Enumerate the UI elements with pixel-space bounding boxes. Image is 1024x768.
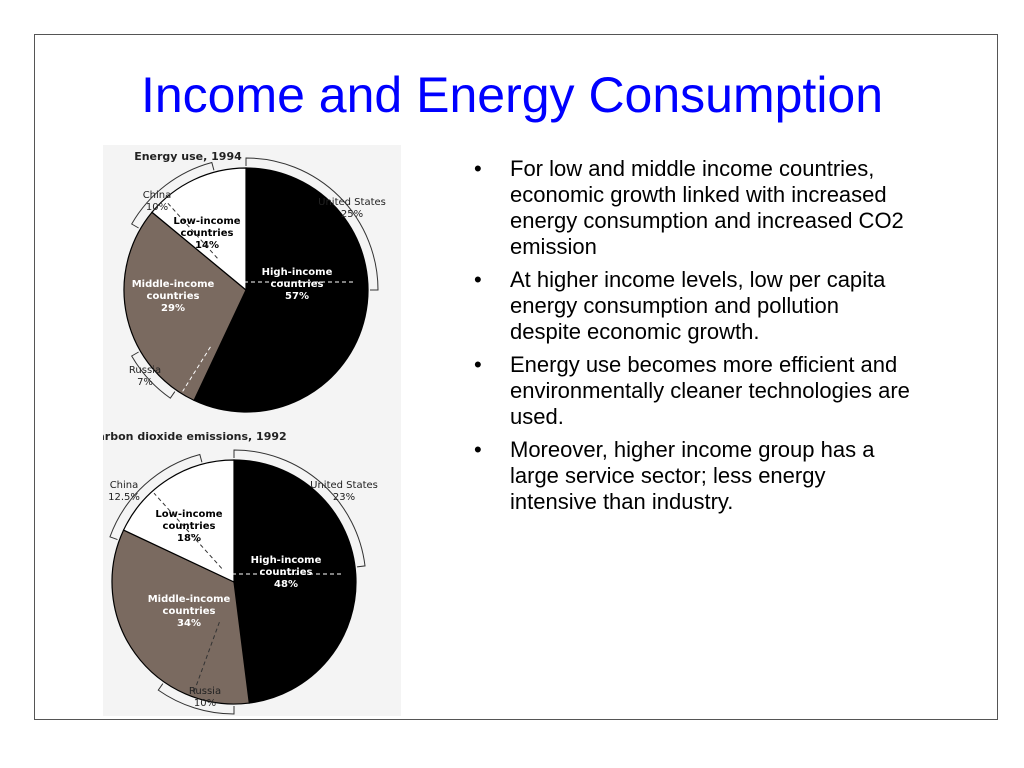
callout-value: 25% bbox=[341, 209, 363, 220]
callout-label: United States bbox=[318, 197, 386, 208]
callout-bracket bbox=[233, 449, 366, 568]
pie-slice-middle-income-countries bbox=[123, 211, 247, 402]
slice-label: countries bbox=[271, 279, 324, 290]
divider-dash bbox=[153, 492, 223, 569]
slice-value-label: 14% bbox=[195, 240, 219, 251]
bullet-item: Energy use becomes more efficient and en… bbox=[470, 352, 910, 430]
energy-use-pie-chart: Energy use, 1994High-incomecountries57%M… bbox=[123, 150, 386, 413]
callout-value: 12.5% bbox=[108, 492, 140, 503]
slice-label: Low-income bbox=[155, 509, 222, 520]
callout-bracket bbox=[131, 161, 215, 229]
slice-label: countries bbox=[163, 606, 216, 617]
pie-slice-high-income-countries bbox=[193, 167, 369, 413]
callout-bracket bbox=[157, 683, 235, 715]
slice-value-label: 18% bbox=[177, 533, 201, 544]
chart-title: Energy use, 1994 bbox=[134, 150, 242, 163]
callout-label: China bbox=[143, 190, 172, 201]
callout-label: Russia bbox=[189, 686, 221, 697]
slice-label: countries bbox=[163, 521, 216, 532]
callout-bracket bbox=[245, 157, 379, 291]
slice-label: Middle-income bbox=[148, 594, 231, 605]
callout-value: 10% bbox=[194, 698, 216, 709]
callout-value: 7% bbox=[137, 377, 153, 388]
pie-slice-low-income-countries bbox=[151, 167, 247, 292]
bullet-text: Moreover, higher income group has a larg… bbox=[510, 437, 875, 514]
chart-title: Carbon dioxide emissions, 1992 bbox=[103, 430, 287, 443]
callout-bracket bbox=[131, 351, 176, 399]
slice-label: High-income bbox=[262, 267, 333, 278]
bullet-list: For low and middle income countries, eco… bbox=[470, 156, 910, 522]
bullet-text: For low and middle income countries, eco… bbox=[510, 156, 904, 259]
slide-frame bbox=[34, 34, 998, 720]
bullet-item: Moreover, higher income group has a larg… bbox=[470, 437, 910, 515]
callout-label: China bbox=[110, 480, 139, 491]
bullet-text: Energy use becomes more efficient and en… bbox=[510, 352, 910, 429]
co2-emissions-pie-chart: Carbon dioxide emissions, 1992 High-incom… bbox=[103, 430, 378, 715]
pie-slice-high-income-countries bbox=[233, 459, 357, 704]
divider-dash bbox=[165, 200, 218, 259]
bullet-text: At higher income levels, low per capita … bbox=[510, 267, 886, 344]
slice-label: Low-income bbox=[173, 216, 240, 227]
bullet-item: For low and middle income countries, eco… bbox=[470, 156, 910, 260]
bullet-item: At higher income levels, low per capita … bbox=[470, 267, 910, 345]
slice-label: countries bbox=[260, 567, 313, 578]
callout-value: 23% bbox=[333, 492, 355, 503]
divider-dash bbox=[192, 621, 220, 695]
callout-label: United States bbox=[310, 480, 378, 491]
divider-dash bbox=[182, 346, 211, 392]
callout-label: Russia bbox=[129, 365, 161, 376]
slice-label: countries bbox=[147, 291, 200, 302]
slice-label: countries bbox=[181, 228, 234, 239]
slice-value-label: 48% bbox=[274, 579, 298, 590]
slice-label: Middle-income bbox=[132, 279, 215, 290]
slice-label: High-income bbox=[251, 555, 322, 566]
slice-value-label: 57% bbox=[285, 291, 309, 302]
slice-value-label: 34% bbox=[177, 618, 201, 629]
slice-value-label: 29% bbox=[161, 303, 185, 314]
callout-bracket bbox=[109, 453, 203, 541]
callout-value: 10% bbox=[146, 202, 168, 213]
slide-title: Income and Energy Consumption bbox=[140, 67, 884, 123]
